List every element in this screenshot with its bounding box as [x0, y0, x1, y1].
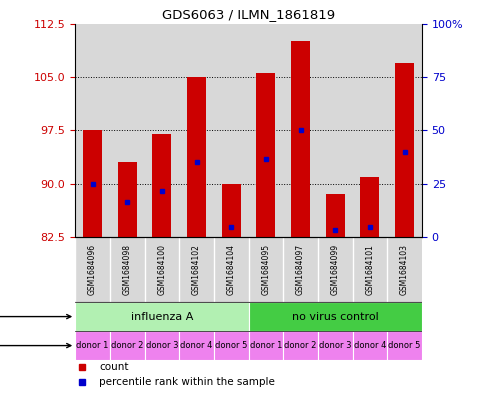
Bar [318, 331, 352, 360]
Bar [109, 24, 144, 237]
Text: GSM1684100: GSM1684100 [157, 244, 166, 295]
Text: donor 1: donor 1 [76, 341, 108, 350]
Text: donor 2: donor 2 [284, 341, 316, 350]
Text: donor 3: donor 3 [318, 341, 351, 350]
Bar [318, 237, 352, 302]
Bar [221, 184, 240, 237]
Text: donor 5: donor 5 [388, 341, 420, 350]
Bar [394, 63, 413, 237]
Bar [283, 237, 318, 302]
Bar [179, 331, 213, 360]
Text: GSM1684098: GSM1684098 [122, 244, 132, 295]
Bar [75, 237, 109, 302]
Text: donor 1: donor 1 [249, 341, 282, 350]
Bar [325, 195, 344, 237]
Bar [144, 331, 179, 360]
Text: donor 5: donor 5 [214, 341, 247, 350]
Bar [386, 331, 421, 360]
Bar [213, 24, 248, 237]
Bar [152, 134, 171, 237]
Bar [213, 237, 248, 302]
Bar [213, 331, 248, 360]
Text: percentile rank within the sample: percentile rank within the sample [99, 377, 275, 387]
Text: influenza A: influenza A [130, 312, 193, 321]
Text: donor 4: donor 4 [180, 341, 212, 350]
Text: donor 3: donor 3 [145, 341, 178, 350]
Text: infection: infection [0, 312, 71, 321]
Bar [144, 237, 179, 302]
Text: individual: individual [0, 341, 71, 351]
Bar [75, 24, 109, 237]
Bar [75, 331, 109, 360]
Bar [290, 41, 309, 237]
Bar [109, 331, 144, 360]
Bar [283, 24, 318, 237]
Bar [352, 237, 386, 302]
Bar [248, 24, 283, 237]
Text: GSM1684101: GSM1684101 [364, 244, 374, 295]
Text: donor 2: donor 2 [111, 341, 143, 350]
Text: GSM1684102: GSM1684102 [192, 244, 201, 295]
Bar [352, 331, 386, 360]
Bar [360, 177, 378, 237]
Bar [256, 73, 275, 237]
Text: donor 4: donor 4 [353, 341, 385, 350]
Text: no virus control: no virus control [291, 312, 378, 321]
Text: GSM1684103: GSM1684103 [399, 244, 408, 295]
Bar [248, 302, 421, 331]
Bar [144, 24, 179, 237]
Bar [386, 24, 421, 237]
Text: GSM1684097: GSM1684097 [295, 244, 304, 295]
Bar [179, 24, 213, 237]
Bar [318, 24, 352, 237]
Text: GSM1684099: GSM1684099 [330, 244, 339, 295]
Bar [75, 302, 248, 331]
Bar [109, 237, 144, 302]
Text: GSM1684104: GSM1684104 [226, 244, 235, 295]
Bar [352, 24, 386, 237]
Bar [118, 162, 136, 237]
Text: GSM1684095: GSM1684095 [261, 244, 270, 295]
Text: GSM1684096: GSM1684096 [88, 244, 97, 295]
Bar [248, 237, 283, 302]
Text: count: count [99, 362, 129, 372]
Bar [283, 331, 318, 360]
Bar [83, 130, 102, 237]
Bar [386, 237, 421, 302]
Bar [248, 331, 283, 360]
Bar [179, 237, 213, 302]
Title: GDS6063 / ILMN_1861819: GDS6063 / ILMN_1861819 [162, 8, 334, 21]
Bar [187, 77, 206, 237]
